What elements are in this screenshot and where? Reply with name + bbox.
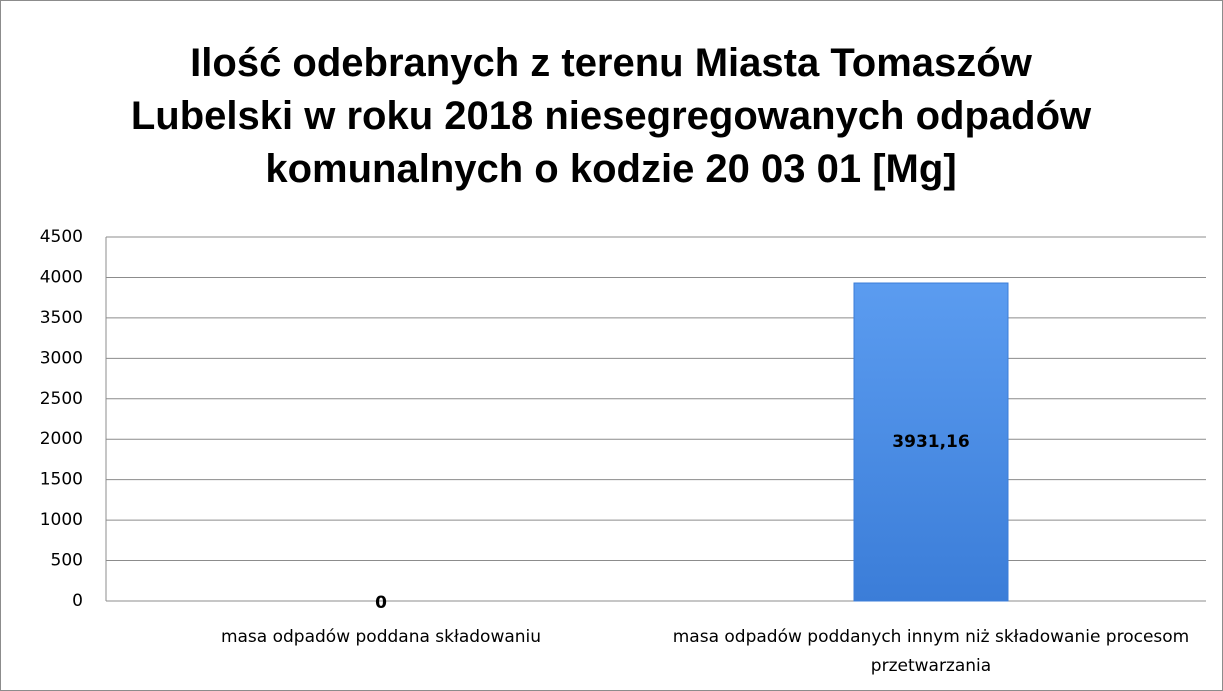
y-tick-label: 3000 — [40, 348, 83, 368]
y-tick-label: 500 — [51, 551, 83, 571]
y-tick-label: 4000 — [40, 267, 83, 287]
x-tick-label: masa odpadów poddanych innym niż składow… — [672, 627, 1190, 676]
value-label: 3931,16 — [892, 432, 969, 452]
y-tick-label: 0 — [72, 591, 83, 611]
y-tick-label: 2500 — [40, 389, 83, 409]
y-tick-label: 1000 — [40, 510, 83, 530]
y-tick-label: 3500 — [40, 308, 83, 328]
y-tick-label: 2000 — [40, 429, 83, 449]
y-tick-label: 1500 — [40, 470, 83, 490]
value-label: 0 — [375, 593, 387, 613]
x-tick-label: masa odpadów poddana składowaniu — [220, 627, 542, 647]
y-tick-label: 4500 — [40, 227, 83, 247]
chart-title: Ilość odebranych z terenu Miasta Tomaszó… — [130, 41, 1092, 191]
bar — [853, 282, 1009, 602]
